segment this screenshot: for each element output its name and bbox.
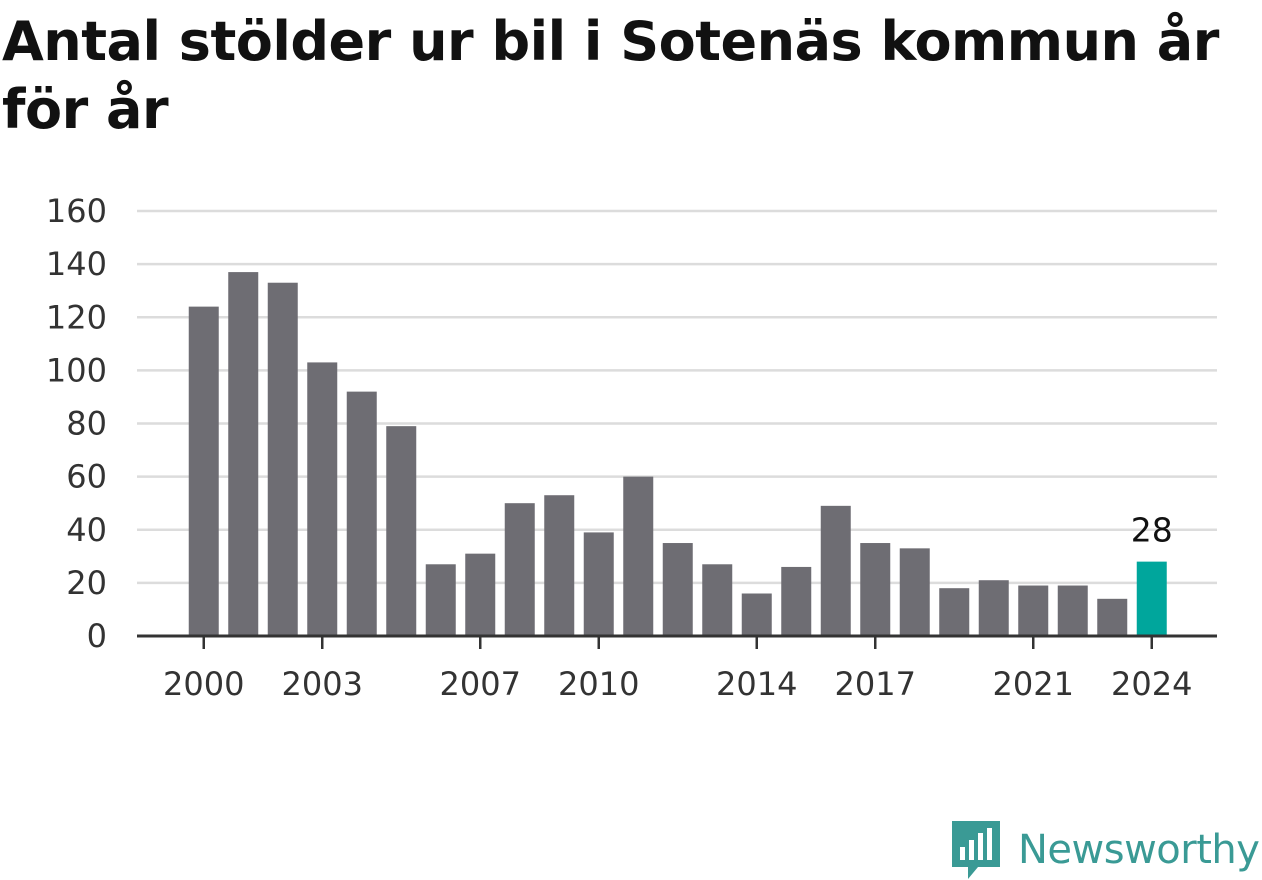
bar-2003 xyxy=(307,362,338,636)
x-tick-label: 2007 xyxy=(440,665,521,703)
x-tick-label: 2017 xyxy=(835,665,916,703)
x-tick-label: 2000 xyxy=(163,665,244,703)
grid-lines xyxy=(137,209,1217,585)
bar-2019 xyxy=(939,588,970,636)
bar-2011 xyxy=(623,476,654,636)
bar-2018 xyxy=(899,548,930,636)
bar-2020 xyxy=(978,580,1009,636)
y-tick-label: 40 xyxy=(66,511,107,549)
x-axis-ticks: 2000 2003 2007 2010 2014 2017 2021 2024 xyxy=(163,636,1192,703)
bar-2013 xyxy=(702,564,733,636)
bar-2022 xyxy=(1057,585,1088,636)
bar-2009 xyxy=(544,495,575,636)
bar-2015 xyxy=(781,566,812,636)
data-labels: 28 xyxy=(1131,511,1173,550)
bar-2010 xyxy=(583,532,614,636)
x-tick-label: 2010 xyxy=(558,665,639,703)
y-tick-label: 0 xyxy=(87,617,107,655)
bar-2017 xyxy=(860,543,891,636)
newsworthy-logo-text: Newsworthy xyxy=(1018,827,1260,873)
y-tick-label: 140 xyxy=(46,245,107,283)
y-tick-label: 80 xyxy=(66,405,107,443)
newsworthy-logo-icon xyxy=(952,821,1000,879)
y-axis-ticks: 0 20 40 60 80 100 120 140 160 xyxy=(46,192,107,655)
x-tick-label: 2021 xyxy=(993,665,1074,703)
bar-2021 xyxy=(1018,585,1049,636)
bar-2008 xyxy=(504,503,535,636)
bar-2000 xyxy=(188,306,219,636)
bar-2001 xyxy=(228,272,259,636)
x-tick-label: 2014 xyxy=(716,665,797,703)
bar-2024 xyxy=(1136,561,1167,636)
bar-2007 xyxy=(465,553,496,636)
x-tick-label: 2003 xyxy=(282,665,363,703)
bar-2014 xyxy=(741,593,772,636)
bar-2006 xyxy=(425,564,456,636)
bar-2012 xyxy=(662,543,693,636)
y-tick-label: 120 xyxy=(46,298,107,336)
bar-2002 xyxy=(267,282,298,636)
highlight-data-label: 28 xyxy=(1131,511,1173,550)
y-tick-label: 160 xyxy=(46,192,107,230)
chart-title: Antal stölder ur bil i Sotenäs kommun år… xyxy=(2,10,1219,141)
x-tick-label: 2024 xyxy=(1111,665,1192,703)
y-tick-label: 100 xyxy=(46,351,107,389)
bar-2016 xyxy=(820,505,851,636)
newsworthy-logo: Newsworthy xyxy=(952,820,1260,880)
bar-2004 xyxy=(346,391,377,636)
bar-2005 xyxy=(386,426,417,636)
bars xyxy=(188,272,1167,636)
y-tick-label: 20 xyxy=(66,564,107,602)
y-tick-label: 60 xyxy=(66,458,107,496)
bar-2023 xyxy=(1097,598,1128,636)
